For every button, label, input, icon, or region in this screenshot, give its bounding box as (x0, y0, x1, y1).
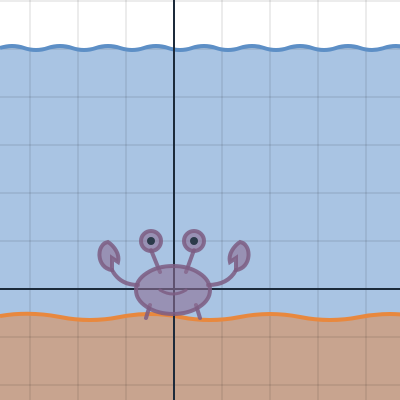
crab (97, 229, 251, 320)
crab-pupil (147, 237, 155, 245)
crab-pupil (190, 237, 198, 245)
sand-line (0, 311, 400, 322)
sand (0, 313, 400, 400)
water-surface (0, 44, 400, 52)
